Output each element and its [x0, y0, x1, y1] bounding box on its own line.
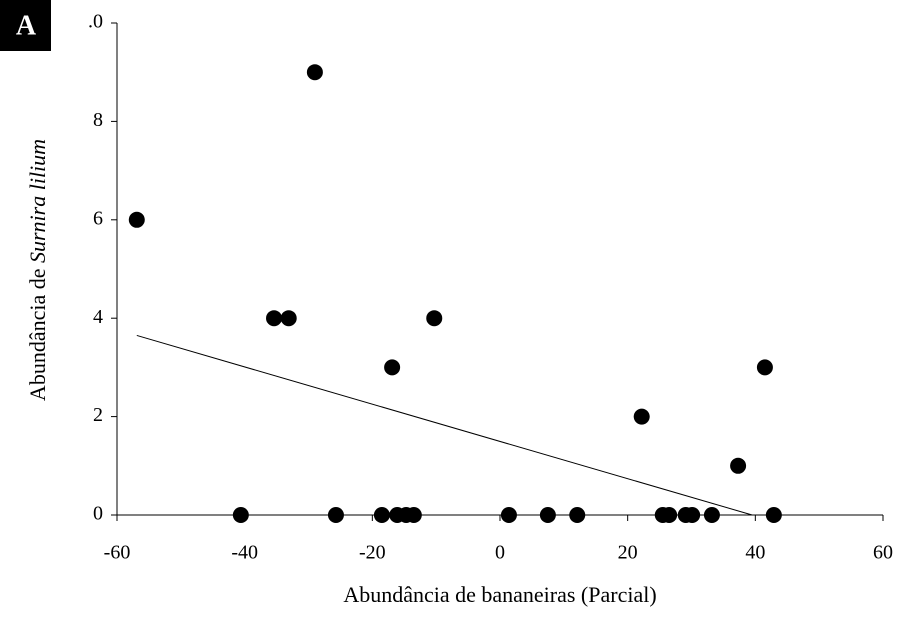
x-tick-label: 60	[873, 542, 893, 564]
x-tick-label: 20	[618, 542, 638, 564]
point	[426, 310, 443, 327]
point	[232, 507, 249, 523]
point	[280, 310, 297, 327]
x-tick-label: 0	[495, 542, 505, 564]
point	[756, 359, 773, 376]
point	[569, 507, 586, 523]
y-axis-title-text: Abundância de	[25, 269, 50, 402]
point	[633, 408, 650, 425]
y-tick-label: .0	[88, 11, 103, 33]
y-axis-title-species: Surnira lilium	[25, 139, 50, 263]
x-tick-label: -60	[104, 542, 131, 564]
point	[266, 310, 283, 327]
y-tick-label: 4	[93, 306, 103, 328]
point	[703, 507, 720, 523]
point	[765, 507, 782, 523]
point	[500, 507, 517, 523]
x-tick-label: -20	[359, 542, 386, 564]
point	[539, 507, 556, 523]
point	[306, 64, 323, 81]
x-tick-label: -40	[231, 542, 258, 564]
point	[327, 507, 344, 523]
y-axis-title: Abundância de Surnira lilium	[25, 139, 50, 401]
panel-label-box	[0, 0, 51, 51]
y-tick-label: 8	[93, 109, 103, 131]
y-tick-label: 6	[93, 207, 103, 229]
trend-line	[136, 334, 753, 516]
point	[730, 457, 747, 474]
x-tick-label: 40	[745, 542, 765, 564]
panel-label: A	[16, 10, 37, 41]
point	[373, 507, 390, 523]
point	[661, 507, 678, 523]
y-tick-label: 0	[93, 503, 103, 525]
point	[384, 359, 401, 376]
point	[128, 211, 145, 228]
point	[405, 507, 422, 523]
point	[684, 507, 701, 523]
y-tick-label: 2	[93, 404, 103, 426]
x-axis-title: Abundância de bananeiras (Parcial)	[343, 582, 656, 607]
